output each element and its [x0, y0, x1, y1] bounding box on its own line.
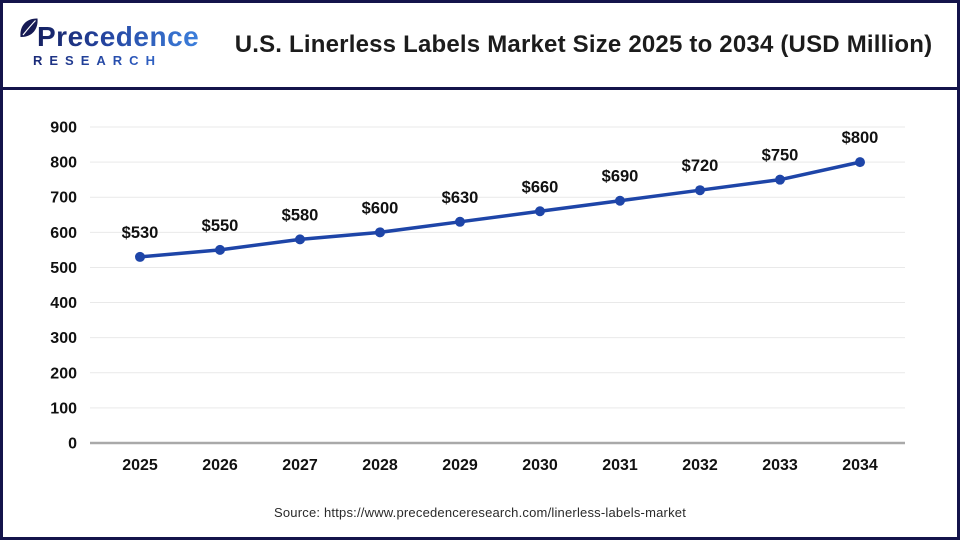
- market-size-line-chart: 0 100 200 300 400 500 600 700 800 900 2025 2026 2027…: [50, 120, 905, 474]
- data-point: [775, 174, 785, 185]
- y-tick-label: 200: [50, 365, 77, 382]
- data-point-label: $530: [122, 224, 159, 242]
- data-point-label: $690: [602, 168, 639, 186]
- y-tick-label: 100: [50, 400, 77, 417]
- page-title: U.S. Linerless Labels Market Size 2025 t…: [234, 31, 933, 58]
- y-tick-label: 500: [50, 260, 77, 277]
- y-tick-label: 600: [50, 225, 77, 242]
- series-line: [138, 160, 862, 259]
- footer: Source: https://www.precedenceresearch.c…: [3, 498, 957, 534]
- x-tick-label: 2029: [442, 457, 478, 474]
- leaf-icon: [20, 18, 38, 38]
- data-point-label: $580: [282, 206, 319, 224]
- data-point: [615, 195, 625, 206]
- x-tick-label: 2034: [842, 457, 878, 474]
- x-tick-label: 2025: [122, 457, 158, 474]
- data-point-label: $800: [842, 129, 879, 147]
- brand-name: Precedence: [25, 23, 199, 51]
- data-point-label: $550: [202, 217, 239, 235]
- x-tick-label: 2033: [762, 457, 798, 474]
- y-tick-label: 400: [50, 295, 77, 312]
- data-point: [855, 157, 865, 168]
- data-point: [135, 251, 145, 262]
- x-tick-label: 2031: [602, 457, 638, 474]
- data-point: [295, 234, 305, 245]
- data-point: [455, 216, 465, 227]
- data-point: [215, 244, 225, 255]
- header-divider: [3, 87, 957, 90]
- data-point-label: $660: [522, 178, 559, 196]
- precedence-research-logo: Precedence RESEARCH: [19, 18, 224, 67]
- data-point-label: $720: [682, 157, 719, 175]
- y-tick-label: 300: [50, 330, 77, 347]
- logo-row: Precedence: [19, 18, 224, 51]
- data-point: [375, 227, 385, 238]
- data-point: [535, 206, 545, 217]
- data-point-label: $600: [362, 199, 399, 217]
- x-tick-label: 2028: [362, 457, 398, 474]
- brand-subtitle: RESEARCH: [19, 54, 224, 67]
- y-tick-label: 0: [68, 436, 77, 453]
- data-point-label: $750: [762, 147, 799, 165]
- x-tick-label: 2027: [282, 457, 318, 474]
- source-text: Source: https://www.precedenceresearch.c…: [273, 504, 687, 520]
- y-tick-label: 900: [50, 120, 77, 137]
- header: Precedence RESEARCH U.S. Linerless Label…: [3, 3, 957, 87]
- data-point-label: $630: [442, 189, 479, 207]
- x-tick-label: 2026: [202, 457, 238, 474]
- x-tick-label: 2030: [522, 457, 558, 474]
- x-tick-label: 2032: [682, 457, 718, 474]
- y-tick-label: 800: [50, 155, 77, 172]
- chart-area: 0 100 200 300 400 500 600 700 800 900 2025 2026 2027…: [3, 90, 957, 498]
- data-point: [695, 185, 705, 196]
- y-tick-label: 700: [50, 190, 77, 207]
